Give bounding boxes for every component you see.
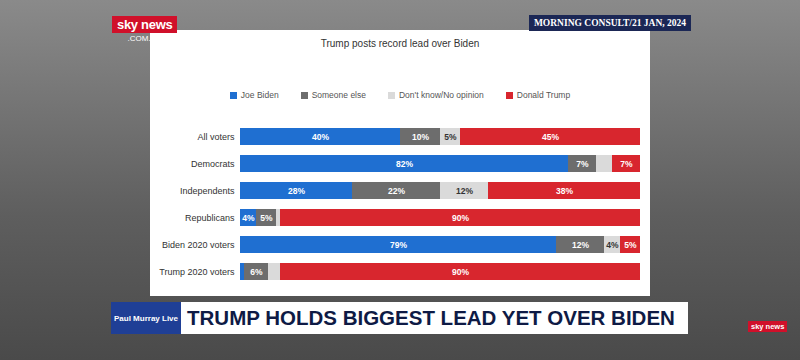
svg-text:4%: 4% [606, 240, 619, 250]
html-text:MORNING CONSULT/21 JAN, 2024: MORNING CONSULT/21 JAN, 2024 [533, 18, 687, 28]
html-text:Donald Trump: Donald Trump [516, 90, 571, 100]
svg-text:28%: 28% [288, 186, 305, 196]
svg-text:Biden 2020 voters: Biden 2020 voters [162, 240, 235, 250]
svg-text:40%: 40% [312, 132, 329, 142]
svg-text:5%: 5% [624, 240, 637, 250]
svg-text:6%: 6% [250, 267, 263, 277]
svg-text:4%: 4% [242, 213, 255, 223]
html-text:.COM.AU: .COM.AU [127, 34, 162, 43]
svg-text:82%: 82% [396, 159, 413, 169]
svg-text:All voters: All voters [197, 132, 235, 142]
svg-text:7%: 7% [620, 159, 633, 169]
svg-text:5%: 5% [260, 213, 273, 223]
svg-text:22%: 22% [388, 186, 405, 196]
svg-text:Republicans: Republicans [185, 213, 235, 223]
html-text:Trump posts record lead over B: Trump posts record lead over Biden [320, 38, 480, 49]
svg-text:12%: 12% [456, 186, 473, 196]
html-text:Don't know/No opinion: Don't know/No opinion [399, 90, 484, 100]
html-text:sky news: sky news [117, 17, 173, 32]
svg-text:79%: 79% [390, 240, 407, 250]
svg-text:10%: 10% [412, 132, 429, 142]
html-text:TRUMP HOLDS BIGGEST LEAD YET O: TRUMP HOLDS BIGGEST LEAD YET OVER BIDEN [187, 306, 675, 329]
svg-text:38%: 38% [556, 186, 573, 196]
svg-text:Democrats: Democrats [191, 159, 235, 169]
html-text:sky news: sky news [751, 322, 785, 331]
html-text:Paul Murray Live: Paul Murray Live [114, 313, 178, 323]
svg-text:90%: 90% [452, 267, 469, 277]
svg-text:90%: 90% [452, 213, 469, 223]
svg-text:Trump 2020 voters: Trump 2020 voters [159, 267, 235, 277]
svg-text:12%: 12% [572, 240, 589, 250]
svg-text:5%: 5% [444, 132, 457, 142]
html-text:Joe Biden: Joe Biden [240, 90, 279, 100]
svg-text:45%: 45% [542, 132, 559, 142]
html-text:Someone else: Someone else [311, 90, 366, 100]
svg-text:7%: 7% [576, 159, 589, 169]
svg-text:Independents: Independents [180, 186, 235, 196]
